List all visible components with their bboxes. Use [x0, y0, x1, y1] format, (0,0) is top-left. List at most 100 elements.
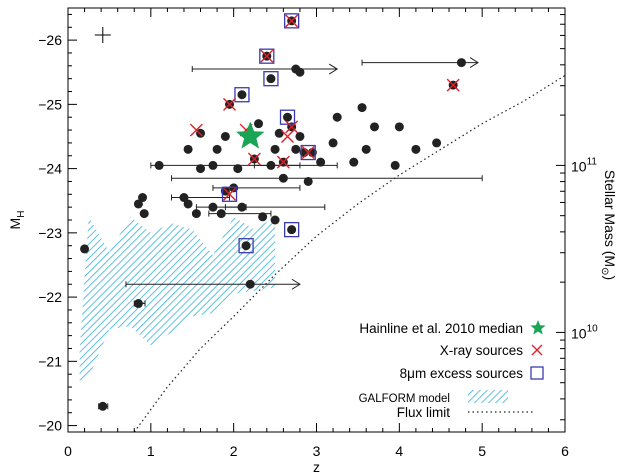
data-point [349, 157, 359, 167]
data-point [216, 209, 226, 219]
data-point [432, 138, 442, 148]
x-tick-label: 6 [561, 443, 569, 459]
data-point [283, 112, 293, 122]
excess-marker [238, 238, 254, 254]
data-point [369, 122, 379, 132]
legend: Hainline et al. 2010 median X-ray sources… [359, 320, 546, 420]
data-point [258, 212, 268, 222]
y-tick-label: −25 [38, 96, 62, 112]
legend-label-median: Hainline et al. 2010 median [359, 321, 523, 336]
galform-region [79, 216, 276, 381]
legend-galform-swatch [468, 390, 508, 403]
xray-marker [285, 120, 299, 134]
data-point [98, 401, 108, 411]
data-point [390, 160, 400, 170]
y-axis-label-sub: H [16, 211, 27, 218]
xray-marker [223, 97, 237, 111]
data-point [316, 157, 326, 167]
median-star [236, 121, 265, 149]
data-point [287, 225, 297, 235]
y-tick-label: −20 [38, 418, 62, 434]
xray-marker [446, 78, 460, 92]
xray-marker-layer [189, 14, 460, 201]
data-point [138, 193, 148, 203]
data-point [154, 160, 164, 170]
y-tick-label: −26 [38, 32, 62, 48]
excess-marker [221, 186, 238, 202]
data-point [266, 74, 276, 84]
limit-arrow [328, 63, 339, 75]
legend-label-flux: Flux limit [397, 405, 450, 420]
x-tick-label: 2 [230, 443, 238, 459]
data-point [208, 160, 218, 170]
data-point [208, 202, 218, 212]
data-point [139, 209, 149, 219]
y2-axis-label-symbol: ⊙ [599, 267, 610, 275]
x-tick-label: 5 [478, 443, 486, 459]
y-tick-label: −22 [38, 289, 62, 305]
data-point [291, 144, 301, 154]
data-point [80, 244, 90, 254]
data-point [196, 164, 206, 174]
xray-marker [247, 152, 261, 166]
data-point [191, 209, 201, 219]
data-point [245, 279, 255, 289]
y2-axis-label: Stellar Mass (M⊙) [599, 170, 618, 280]
data-point [411, 144, 421, 154]
x-tick-label: 3 [313, 443, 321, 459]
data-point [183, 199, 193, 209]
y2-tick-label: 1010 [571, 323, 598, 341]
data-point [133, 199, 143, 209]
data-point [212, 144, 222, 154]
x-tick-label: 0 [64, 443, 72, 459]
limit-arrow [469, 57, 479, 69]
data-point [220, 131, 230, 141]
error-bar-layer [94, 26, 483, 410]
data-point [394, 122, 404, 132]
legend-xray-marker [531, 344, 543, 356]
xray-marker [281, 129, 295, 143]
y2-tick-label: 1011 [571, 156, 597, 174]
excess-marker [234, 87, 250, 103]
excess-marker [283, 13, 300, 29]
xray-marker [189, 123, 203, 137]
excess-marker [283, 221, 300, 238]
xray-marker [223, 187, 237, 201]
data-point [295, 131, 305, 141]
y-tick-label: −24 [38, 161, 62, 177]
limit-arrow [291, 278, 301, 290]
excess-marker [300, 144, 316, 161]
data-point [270, 144, 280, 154]
data-point [179, 193, 189, 203]
data-point [233, 164, 243, 174]
x-axis-label: z [313, 459, 320, 475]
galform-model-layer [79, 216, 276, 381]
y-axis-label: MH [7, 211, 27, 230]
data-point [266, 160, 276, 170]
data-point [237, 90, 247, 100]
y-tick-label: −21 [38, 353, 62, 369]
data-point [270, 215, 280, 225]
data-point [295, 67, 305, 77]
xray-marker [301, 146, 315, 160]
data-point [183, 144, 193, 154]
excess-marker-layer [221, 13, 316, 254]
legend-label-excess: 8μm excess sources [400, 366, 524, 381]
data-point [357, 103, 367, 113]
median-marker-layer [236, 121, 265, 149]
xray-marker [260, 49, 274, 63]
legend-label-galform: GALFORM model [359, 393, 450, 405]
y2-tick-exponent: 10 [587, 323, 599, 334]
data-point [361, 144, 371, 154]
excess-marker [279, 109, 296, 125]
x-tick-label: 1 [147, 443, 155, 459]
y2-tick-exponent: 11 [587, 156, 598, 167]
data-point [274, 128, 284, 138]
data-point [456, 58, 466, 68]
data-point [328, 138, 338, 148]
data-point [241, 241, 251, 251]
y-tick-label: −23 [38, 225, 62, 241]
